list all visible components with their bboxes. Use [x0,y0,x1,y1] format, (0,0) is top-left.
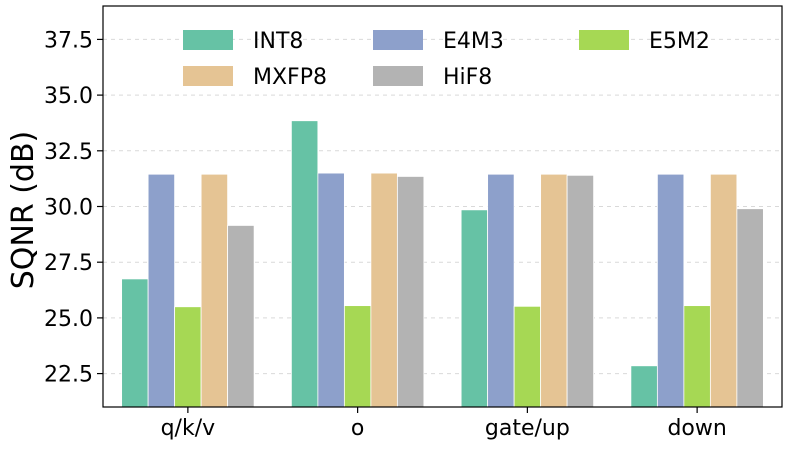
bar-e4m3-q-k-v [147,173,176,408]
y-tick-label: 27.5 [44,251,93,276]
bar-hif8-gate-up [566,174,595,408]
legend: INT8 E4M3 E5M2 MXFP8 HiF8 [183,29,710,90]
bar-layer [121,120,764,408]
legend-swatch [579,30,629,50]
x-tick-label: gate/up [485,416,570,441]
bar-hif8-q-k-v [227,225,255,408]
legend-swatch [373,30,423,50]
legend-label: INT8 [253,29,303,54]
y-tick-label: 30.0 [44,196,93,221]
bar-e5m2-o [343,305,372,408]
y-tick-label: 22.5 [44,363,93,388]
bar-mxfp8-down [709,173,738,408]
legend-label: HiF8 [443,65,492,90]
x-tick-label: o [351,416,364,441]
bar-int8-q-k-v [121,278,149,408]
legend-swatch [183,66,233,86]
legend-label: MXFP8 [253,65,327,90]
y-axis-label: SQNR (dB) [6,131,41,290]
y-tick-label: 37.5 [44,28,93,53]
legend-label: E5M2 [649,29,710,54]
plot-frame [102,5,783,408]
bar-e4m3-o [317,172,345,408]
bar-int8-down [630,365,658,408]
legend-swatch [183,30,233,50]
y-tick-label: 35.0 [44,84,93,109]
x-tick-label: down [667,416,726,441]
bar-mxfp8-gate-up [540,173,568,408]
bar-e5m2-down [683,305,711,408]
legend-swatch [373,66,423,86]
bar-hif8-o [396,176,425,408]
legend-label: E4M3 [443,29,504,54]
bar-int8-o [290,120,319,408]
axis-layer: 22.5 25.0 27.5 30.0 32.5 35.0 37.5 q/k/v o gate/u… [44,5,783,441]
bar-e4m3-gate-up [487,173,515,408]
y-tick-label: 25.0 [44,307,93,332]
y-tick-label: 32.5 [44,140,93,165]
bar-e4m3-down [656,173,685,408]
bar-int8-gate-up [460,209,489,408]
bar-e5m2-q-k-v [174,306,202,408]
bar-mxfp8-q-k-v [200,173,229,408]
bar-hif8-down [736,208,764,408]
bar-mxfp8-o [370,172,398,408]
x-tick-label: q/k/v [161,416,216,441]
bar-e5m2-gate-up [513,305,542,408]
